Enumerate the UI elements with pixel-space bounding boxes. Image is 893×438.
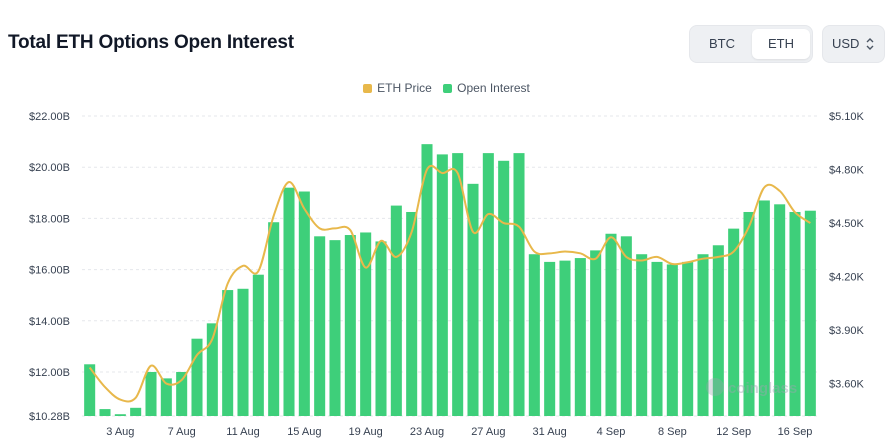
bar-open-interest xyxy=(620,236,632,416)
bar-open-interest xyxy=(452,153,464,417)
bar-open-interest xyxy=(406,211,418,416)
watermark-text: coinglass xyxy=(728,380,798,397)
bar-open-interest xyxy=(651,261,663,416)
bar-open-interest xyxy=(222,290,234,416)
bar-open-interest xyxy=(344,235,356,416)
bar-open-interest xyxy=(804,210,816,416)
bar-open-interest xyxy=(298,191,310,416)
bar-open-interest xyxy=(252,274,264,416)
bar-open-interest xyxy=(574,258,586,416)
bar-open-interest xyxy=(498,160,510,416)
bar-open-interest xyxy=(544,261,556,416)
legend-label-eth-price: ETH Price xyxy=(377,81,432,95)
toggle-eth-button[interactable]: ETH xyxy=(752,29,810,59)
x-tick-label: 11 Aug xyxy=(226,426,259,438)
x-tick-label: 27 Aug xyxy=(471,426,505,438)
bar-open-interest xyxy=(666,264,678,416)
bar-open-interest xyxy=(329,240,341,416)
y-left-tick-label: $18.00B xyxy=(29,213,70,225)
asset-toggle: BTC ETH xyxy=(689,25,813,63)
bar-open-interest xyxy=(375,241,387,416)
bar-open-interest xyxy=(712,245,724,416)
legend-swatch-eth-price xyxy=(363,84,373,93)
bar-open-interest xyxy=(513,153,525,417)
bar-open-interest xyxy=(421,144,433,417)
legend-item-eth-price[interactable]: ETH Price xyxy=(363,81,432,95)
y-right-tick-label: $4.20K xyxy=(829,272,865,284)
y-right-tick-label: $3.90K xyxy=(829,325,865,337)
axis-layer: $10.28B $12.00B $14.00B $16.00B $18.00B $20.0… xyxy=(29,111,865,438)
y-left-tick-label: $10.28B xyxy=(29,411,70,423)
bar-layer xyxy=(84,144,816,417)
bar-open-interest xyxy=(482,153,494,417)
chevron-up-down-icon xyxy=(866,38,874,50)
y-left-tick-label: $22.00B xyxy=(29,111,70,123)
grid-layer xyxy=(82,115,818,417)
x-tick-label: 15 Aug xyxy=(287,426,321,438)
bar-open-interest xyxy=(390,205,402,416)
bar-open-interest xyxy=(467,183,479,416)
bar-open-interest xyxy=(314,236,326,416)
y-right-tick-label: $4.50K xyxy=(829,218,865,230)
page-title: Total ETH Options Open Interest xyxy=(8,32,294,53)
bar-open-interest xyxy=(636,254,648,416)
bar-open-interest xyxy=(728,228,740,416)
bar-open-interest xyxy=(145,371,157,416)
x-tick-label: 23 Aug xyxy=(410,426,444,438)
bar-open-interest xyxy=(84,364,96,416)
bar-open-interest xyxy=(743,211,755,416)
bar-open-interest xyxy=(99,409,111,416)
bar-open-interest xyxy=(559,260,571,416)
y-right-tick-label: $5.10K xyxy=(829,111,865,123)
x-tick-label: 19 Aug xyxy=(349,426,383,438)
bar-open-interest xyxy=(590,250,602,416)
x-tick-label: 8 Sep xyxy=(658,426,687,438)
line-eth-price xyxy=(88,164,811,403)
legend-swatch-open-interest xyxy=(443,84,453,93)
chart-legend: ETH Price Open Interest xyxy=(0,81,893,95)
bar-open-interest xyxy=(789,211,801,416)
y-left-tick-label: $12.00B xyxy=(29,367,70,379)
bar-open-interest xyxy=(191,338,203,416)
x-tick-label: 7 Aug xyxy=(168,426,196,438)
currency-select[interactable]: USD xyxy=(822,25,885,63)
bar-open-interest xyxy=(682,261,694,416)
bar-open-interest xyxy=(605,233,617,416)
x-tick-label: 16 Sep xyxy=(778,426,813,438)
bar-open-interest xyxy=(697,254,709,416)
bar-open-interest xyxy=(283,187,295,416)
bar-open-interest xyxy=(206,323,218,416)
bar-open-interest xyxy=(130,407,142,416)
currency-value: USD xyxy=(832,36,860,51)
coinglass-logo-icon xyxy=(706,378,724,396)
bar-open-interest xyxy=(114,414,126,416)
bar-open-interest xyxy=(176,371,188,416)
bar-open-interest xyxy=(237,288,249,416)
bar-open-interest xyxy=(758,200,770,416)
legend-item-open-interest[interactable]: Open Interest xyxy=(443,81,530,95)
y-right-tick-label: $3.60K xyxy=(829,379,865,391)
y-left-tick-label: $16.00B xyxy=(29,265,70,277)
x-tick-label: 12 Sep xyxy=(716,426,751,438)
y-left-tick-label: $14.00B xyxy=(29,316,70,328)
x-tick-label: 4 Sep xyxy=(597,426,626,438)
bar-open-interest xyxy=(528,254,540,416)
y-left-tick-label: $20.00B xyxy=(29,162,70,174)
bar-open-interest xyxy=(160,378,172,416)
toggle-btc-button[interactable]: BTC xyxy=(709,36,735,51)
line-layer xyxy=(88,164,811,403)
legend-label-open-interest: Open Interest xyxy=(457,81,530,95)
y-right-tick-label: $4.80K xyxy=(829,165,865,177)
x-tick-label: 31 Aug xyxy=(533,426,567,438)
watermark: coinglass xyxy=(706,378,797,397)
x-tick-label: 3 Aug xyxy=(106,426,134,438)
bar-open-interest xyxy=(360,232,372,416)
bar-open-interest xyxy=(774,204,786,416)
bar-open-interest xyxy=(268,222,280,416)
bar-open-interest xyxy=(436,154,448,416)
